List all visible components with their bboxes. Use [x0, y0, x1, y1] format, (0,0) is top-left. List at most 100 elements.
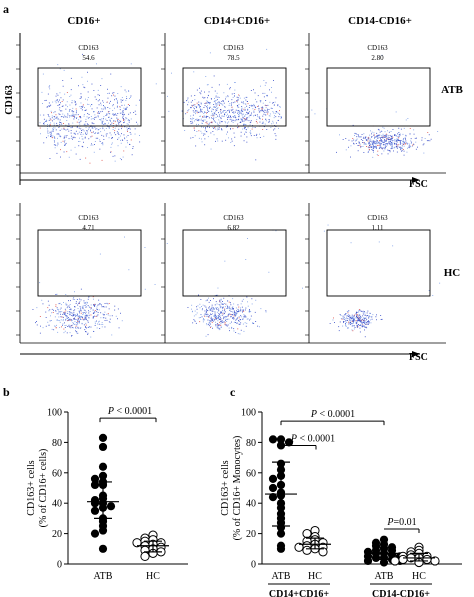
flow-event-dot: [274, 125, 276, 126]
flow-event-dot: [85, 315, 87, 317]
flow-event-dot: [200, 115, 201, 117]
flow-event-dot: [415, 148, 417, 150]
flow-event-dot: [226, 133, 227, 135]
flow-event-dot: [203, 115, 205, 117]
flow-event-dot: [125, 99, 127, 101]
flow-event-dot: [119, 122, 121, 123]
flow-event-dot: [188, 109, 190, 110]
x-axis-label-fsc-2: FSC: [409, 352, 428, 363]
flow-event-dot: [53, 329, 55, 331]
flow-event-dot: [54, 141, 55, 143]
flow-event-dot: [201, 132, 203, 134]
flow-event-dot: [233, 328, 235, 330]
flow-event-dot: [221, 115, 223, 117]
flow-event-dot: [105, 106, 106, 108]
flow-event-dot: [216, 307, 217, 309]
category-label: HC: [412, 571, 426, 582]
flow-event-dot: [122, 156, 124, 158]
flow-event-dot: [215, 102, 216, 104]
flow-event-dot: [368, 322, 370, 324]
flow-event-dot: [205, 115, 207, 117]
flow-event-dot: [345, 149, 347, 151]
flow-event-dot: [62, 80, 64, 81]
flow-event-dot: [421, 139, 423, 141]
flow-event-dot: [380, 130, 382, 132]
flow-event-dot: [233, 145, 235, 147]
flow-event-dot: [235, 312, 237, 314]
flow-event-dot: [59, 99, 60, 101]
flow-event-dot: [373, 148, 375, 150]
flow-event-dot: [66, 304, 68, 306]
flow-event-dot: [229, 111, 230, 113]
flow-event-dot: [238, 316, 240, 318]
flow-event-dot: [208, 117, 210, 119]
flow-event-dot: [198, 130, 200, 132]
flow-event-dot: [43, 114, 45, 116]
category-label: HC: [308, 571, 322, 582]
flow-event-dot: [278, 127, 279, 129]
flow-event-dot: [363, 317, 365, 318]
flow-event-dot: [49, 124, 50, 126]
flow-event-dot: [218, 318, 220, 320]
flow-event-dot: [277, 104, 279, 106]
flow-event-dot: [59, 124, 61, 125]
flow-event-dot: [54, 325, 56, 327]
flow-event-dot: [198, 104, 200, 106]
flow-event-dot: [262, 92, 264, 94]
flow-event-dot: [374, 141, 376, 143]
flow-event-dot: [59, 135, 61, 137]
flow-event-dot: [62, 140, 64, 142]
flow-event-dot: [242, 298, 244, 300]
data-point: [284, 438, 294, 447]
flow-event-dot: [71, 100, 73, 102]
flow-event-dot: [368, 315, 370, 316]
gate-percentage-value: 78.5: [227, 54, 240, 62]
flow-event-dot: [213, 75, 215, 77]
flow-event-dot: [202, 96, 204, 98]
flow-event-dot: [358, 324, 359, 325]
flow-event-dot: [349, 316, 351, 318]
flow-event-dot: [86, 123, 88, 125]
flow-event-dot: [381, 140, 383, 142]
data-point: [90, 506, 100, 515]
flow-event-dot: [210, 132, 212, 134]
flow-event-dot: [224, 316, 226, 318]
flow-event-dot: [53, 116, 55, 117]
flow-event-dot: [196, 131, 198, 132]
flow-event-dot: [356, 316, 357, 317]
flow-event-dot: [381, 153, 383, 155]
flow-event-dot: [241, 107, 243, 109]
flow-event-dot: [198, 294, 199, 296]
flow-event-dot: [270, 127, 272, 128]
flow-event-dot: [197, 110, 199, 112]
flow-event-dot: [57, 143, 59, 145]
flow-event-dot: [90, 136, 92, 138]
flow-event-dot: [77, 314, 78, 316]
flow-event-dot: [106, 120, 108, 121]
flow-event-dot: [202, 123, 203, 124]
flow-event-dot: [187, 99, 189, 101]
flow-event-dot: [77, 319, 79, 321]
flow-event-dot: [64, 314, 66, 316]
flow-event-dot: [255, 98, 256, 100]
flow-event-dot: [202, 319, 204, 321]
flow-event-dot: [93, 111, 95, 113]
flow-event-dot: [231, 93, 233, 95]
flow-event-dot: [117, 119, 119, 120]
flow-event-dot: [50, 315, 51, 317]
flow-event-dot: [109, 315, 111, 317]
flow-event-dot: [243, 124, 245, 126]
flow-event-dot: [366, 140, 368, 141]
flow-event-dot: [198, 112, 199, 113]
flow-event-dot: [201, 126, 202, 128]
flow-event-dot: [36, 307, 38, 309]
flow-event-dot: [345, 323, 346, 325]
flow-event-dot: [232, 317, 234, 319]
flow-event-dot: [99, 128, 101, 129]
flow-event-dot: [63, 123, 64, 124]
flow-event-dot: [274, 133, 276, 135]
flow-event-dot: [223, 110, 224, 111]
flow-event-dot: [214, 316, 216, 318]
flow-event-dot: [126, 98, 128, 99]
flow-event-dot: [77, 304, 79, 306]
